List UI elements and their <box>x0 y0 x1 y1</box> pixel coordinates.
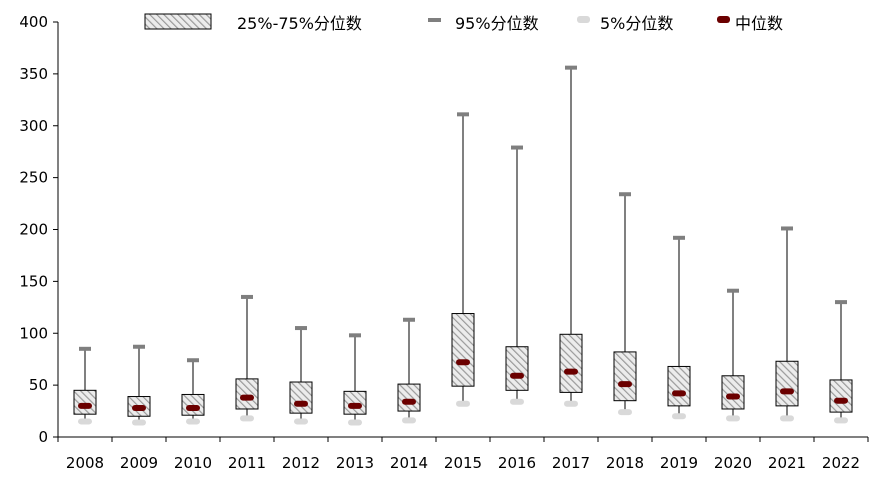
p5-marker <box>780 415 794 422</box>
median-marker <box>726 393 740 400</box>
p95-marker <box>565 65 577 70</box>
median-marker <box>672 390 686 397</box>
legend-swatch-p95 <box>428 18 441 22</box>
iqr-box <box>613 351 637 402</box>
p95-marker <box>79 346 91 351</box>
x-tick-label: 2011 <box>228 454 266 472</box>
x-tick-label: 2012 <box>282 454 320 472</box>
legend: 25%-75%分位数 95%分位数 5%分位数 中位数 <box>144 13 783 33</box>
y-tick-label: 0 <box>38 428 48 446</box>
x-tick-label: 2013 <box>336 454 374 472</box>
p95-marker <box>187 358 199 363</box>
x-tick-label: 2014 <box>390 454 428 472</box>
legend-swatch-median <box>717 16 730 23</box>
p5-marker <box>78 418 92 425</box>
p5-marker <box>618 409 632 416</box>
legend-label-median: 中位数 <box>735 14 783 33</box>
p5-marker <box>294 418 308 425</box>
p95-marker <box>835 300 847 305</box>
iqr-box <box>667 365 691 407</box>
y-tick-label: 200 <box>19 221 48 239</box>
x-tick-label: 2016 <box>498 454 536 472</box>
iqr-box <box>775 360 799 407</box>
y-tick-label: 400 <box>19 13 48 31</box>
p5-marker <box>456 400 470 407</box>
median-marker <box>780 388 794 395</box>
median-marker <box>186 404 200 411</box>
x-tick-label: 2009 <box>120 454 158 472</box>
y-tick-label: 100 <box>19 324 48 342</box>
p95-marker <box>403 317 415 322</box>
p95-marker <box>727 288 739 293</box>
p95-marker <box>619 192 631 197</box>
p95-marker <box>511 145 523 150</box>
iqr-box <box>397 383 421 412</box>
median-marker <box>132 404 146 411</box>
p95-marker <box>457 112 469 117</box>
p5-marker <box>402 417 416 424</box>
p95-marker <box>673 235 685 240</box>
p5-marker <box>348 419 362 426</box>
x-tick-label: 2020 <box>714 454 752 472</box>
iqr-box <box>73 389 97 415</box>
iqr-box <box>235 378 259 410</box>
median-marker <box>348 402 362 409</box>
p5-marker <box>726 415 740 422</box>
x-tick-label: 2017 <box>552 454 590 472</box>
y-tick-label: 250 <box>19 169 48 187</box>
legend-label-iqr: 25%-75%分位数 <box>237 14 362 33</box>
median-marker <box>456 359 470 366</box>
p5-marker <box>510 398 524 405</box>
iqr-box <box>505 346 529 391</box>
y-tick-label: 50 <box>29 376 48 394</box>
iqr-box <box>181 393 205 416</box>
p5-marker <box>186 418 200 425</box>
p5-marker <box>564 400 578 407</box>
p5-marker <box>240 415 254 422</box>
x-tick-label: 2010 <box>174 454 212 472</box>
iqr-box <box>451 313 475 387</box>
iqr-box <box>559 333 583 393</box>
x-tick-label: 2018 <box>606 454 644 472</box>
median-marker <box>240 394 254 401</box>
x-tick-label: 2008 <box>66 454 104 472</box>
p5-marker <box>672 413 686 420</box>
iqr-box <box>829 379 853 413</box>
median-marker <box>510 372 524 379</box>
median-marker <box>618 381 632 388</box>
y-tick-label: 150 <box>19 272 48 290</box>
p95-marker <box>781 226 793 231</box>
median-marker <box>834 397 848 404</box>
x-tick-label: 2022 <box>822 454 860 472</box>
median-marker <box>294 400 308 407</box>
legend-swatch-iqr <box>144 13 212 30</box>
p95-marker <box>133 344 145 349</box>
p95-marker <box>241 294 253 299</box>
p95-marker <box>295 326 307 331</box>
legend-swatch-p5 <box>577 16 590 23</box>
legend-label-p5: 5%分位数 <box>600 14 673 33</box>
x-tick-label: 2015 <box>444 454 482 472</box>
x-tick-label: 2021 <box>768 454 806 472</box>
legend-label-p95: 95%分位数 <box>455 14 539 33</box>
median-marker <box>402 398 416 405</box>
p5-marker <box>132 419 146 426</box>
y-tick-label: 350 <box>19 65 48 83</box>
y-tick-label: 300 <box>19 117 48 135</box>
p5-marker <box>834 417 848 424</box>
median-marker <box>564 368 578 375</box>
p95-marker <box>349 333 361 338</box>
iqr-box <box>721 375 745 410</box>
iqr-box <box>289 381 313 414</box>
x-tick-label: 2019 <box>660 454 698 472</box>
iqr-box <box>343 390 367 415</box>
median-marker <box>78 402 92 409</box>
